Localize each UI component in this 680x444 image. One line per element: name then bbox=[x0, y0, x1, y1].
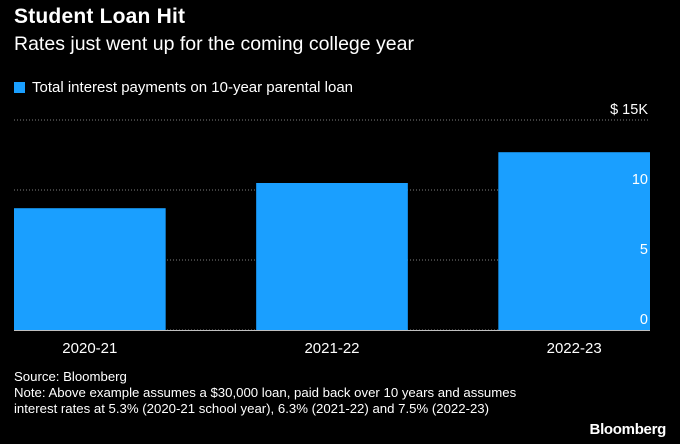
y-tick-label-1: 5 bbox=[640, 242, 648, 258]
note-text: Note: Above example assumes a $30,000 lo… bbox=[14, 385, 517, 416]
y-tick-label-0: 0 bbox=[640, 312, 648, 328]
x-tick-label-2021-22: 2021-22 bbox=[304, 340, 359, 357]
y-tick-label-3: $ 15K bbox=[610, 102, 648, 118]
legend-swatch bbox=[14, 82, 25, 93]
bar-2020-21 bbox=[14, 208, 166, 330]
y-tick-label-2: 10 bbox=[632, 172, 648, 188]
legend: Total interest payments on 10-year paren… bbox=[14, 79, 353, 96]
bloomberg-logo: Bloomberg bbox=[589, 421, 667, 438]
y-axis-ticks: 0 5 10 $ 15K bbox=[610, 102, 648, 328]
bar-2021-22 bbox=[256, 183, 408, 330]
bar-layer bbox=[14, 152, 650, 330]
x-tick-label-2022-23: 2022-23 bbox=[547, 340, 602, 357]
x-axis-ticks: 2020-21 2021-22 2022-23 bbox=[62, 340, 601, 357]
bar-2022-23 bbox=[498, 152, 650, 330]
chart-title: Student Loan Hit bbox=[14, 5, 186, 28]
source-text: Source: Bloomberg bbox=[14, 369, 127, 384]
legend-label: Total interest payments on 10-year paren… bbox=[32, 79, 354, 96]
footer-notes: Source: Bloomberg Note: Above example as… bbox=[14, 369, 554, 417]
chart-subtitle: Rates just went up for the coming colleg… bbox=[14, 33, 414, 55]
x-tick-label-2020-21: 2020-21 bbox=[62, 340, 117, 357]
